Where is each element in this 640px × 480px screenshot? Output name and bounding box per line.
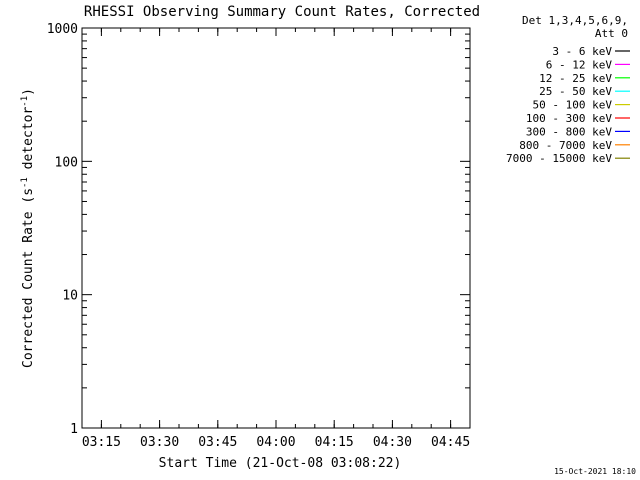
- x-tick-label: 03:15: [82, 435, 121, 450]
- legend-label-12-25-kev: 12 - 25 keV: [539, 72, 612, 85]
- x-tick-label: 04:15: [315, 435, 354, 450]
- x-axis-ticks: 03:15 03:30 03:45 04:00 04:15 04:30 04:45: [82, 28, 470, 450]
- y-axis-ticks: 1000 100 10 1: [47, 22, 470, 437]
- y-tick-label: 100: [55, 155, 78, 170]
- x-tick-label: 03:30: [140, 435, 179, 450]
- legend-label-100-300-kev: 100 - 300 keV: [526, 112, 612, 125]
- legend-label-300-800-kev: 300 - 800 keV: [526, 125, 612, 138]
- legend-label-7000-15000-kev: 7000 - 15000 keV: [506, 152, 612, 165]
- y-tick-label: 1000: [47, 22, 78, 37]
- plot-frame: [81, 27, 471, 429]
- y-tick-label: 1: [70, 422, 78, 437]
- y-tick-label: 10: [62, 289, 78, 304]
- footer-timestamp: 15-Oct-2021 18:10: [554, 467, 636, 476]
- legend-title-line-2: Att 0: [595, 27, 628, 40]
- legend-label-25-50-kev: 25 - 50 keV: [539, 85, 612, 98]
- x-tick-label: 04:30: [373, 435, 412, 450]
- legend-label-3-6-kev: 3 - 6 keV: [552, 45, 612, 58]
- y-axis-label: Corrected Count Rate (s-1 detector-1): [20, 88, 36, 368]
- x-axis-label: Start Time (21-Oct-08 03:08:22): [159, 456, 402, 471]
- legend-label-6-12-kev: 6 - 12 keV: [546, 58, 613, 71]
- x-tick-label: 04:00: [256, 435, 295, 450]
- legend-label-50-100-kev: 50 - 100 keV: [533, 99, 613, 112]
- x-tick-label: 04:45: [431, 435, 470, 450]
- chart-title: RHESSI Observing Summary Count Rates, Co…: [84, 4, 480, 20]
- x-tick-label: 03:45: [198, 435, 237, 450]
- legend-title-line-1: Det 1,3,4,5,6,9,: [522, 14, 628, 27]
- legend-label-800-7000-kev: 800 - 7000 keV: [519, 139, 612, 152]
